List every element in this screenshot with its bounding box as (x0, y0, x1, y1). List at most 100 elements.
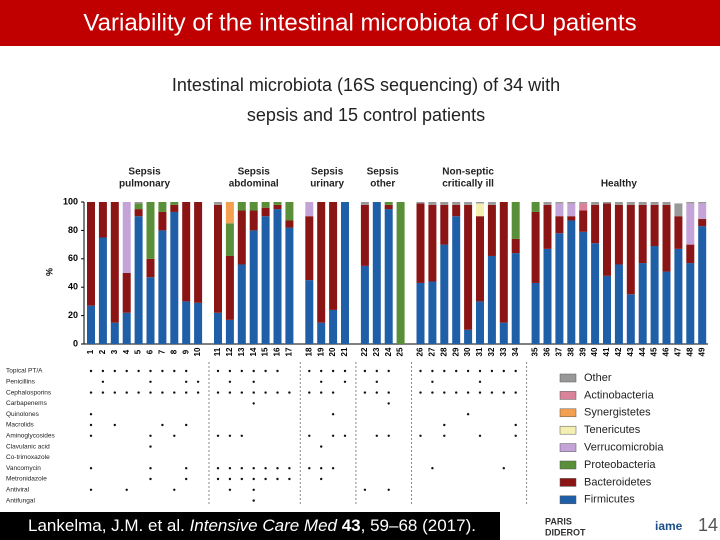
bar-segment (543, 248, 552, 344)
bar-segment (543, 204, 552, 249)
antibiotic-dot (125, 488, 128, 491)
antibiotic-dot (455, 369, 458, 373)
bar-segment (428, 204, 437, 282)
group-label: Sepsis (128, 167, 161, 178)
bar-segment (499, 322, 508, 344)
bar-segment (194, 202, 203, 303)
group-label: other (370, 179, 395, 190)
bar-segment (305, 280, 314, 344)
antibiotic-dot (363, 488, 367, 491)
bar-segment (511, 253, 520, 344)
antibiotic-dot (331, 413, 335, 416)
antibiotic-dot (228, 477, 232, 481)
antibiotic-dot (216, 434, 220, 437)
bar-segment (555, 216, 564, 234)
bar-segment (416, 203, 425, 283)
bar-segment (603, 203, 611, 276)
bar-segment (396, 202, 405, 344)
bar-segment (499, 202, 508, 323)
x-tick-label: 34 (511, 347, 520, 356)
bar-segment (360, 202, 369, 205)
bar-segment (249, 210, 258, 231)
bar-segment (662, 202, 671, 205)
bar-segment (428, 281, 437, 344)
antibiotic-dot (514, 423, 517, 427)
antibiotic-dot (343, 380, 347, 383)
antibiotic-dot (331, 434, 335, 437)
bar-segment (543, 202, 552, 205)
antibiotic-dot (308, 467, 311, 470)
x-tick-label: 44 (638, 347, 647, 356)
bar-segment (273, 209, 282, 344)
antibiotic-dot (466, 369, 470, 373)
antibiotic-dot (173, 434, 176, 437)
bar-segment (110, 202, 119, 323)
group-label: Non-septic (442, 167, 494, 178)
x-tick-label: 36 (543, 347, 552, 356)
x-tick-label: 46 (662, 347, 671, 356)
antibiotic-dot (478, 434, 482, 437)
bar-segment (134, 202, 143, 204)
antibiotic-dot (490, 369, 494, 373)
bar-segment (567, 203, 576, 217)
bar-segment (698, 219, 707, 227)
bar-segment (531, 202, 540, 212)
bar-segment (214, 202, 222, 205)
antibiotic-dot (276, 467, 279, 470)
bar-segment (214, 204, 222, 313)
bar-segment (638, 263, 647, 344)
antibiotic-dot (443, 369, 446, 373)
antibiotic-dot (240, 477, 243, 481)
bar-segment (531, 211, 540, 283)
x-tick-label: 35 (531, 347, 540, 356)
bar-segment (579, 210, 588, 232)
antibiotic-dot (185, 477, 188, 481)
x-tick-label: 11 (213, 347, 222, 356)
legend-swatch (559, 460, 577, 470)
antibiotic-dot (264, 391, 267, 394)
antibiotic-dot (419, 369, 422, 373)
bar-segment (698, 202, 707, 204)
x-tick-label: 15 (261, 347, 270, 356)
bar-segment (686, 244, 695, 264)
antibiotic-dot (101, 369, 105, 373)
legend-label: Firmicutes (584, 494, 635, 506)
bar-segment (182, 301, 191, 344)
x-tick-label: 49 (697, 347, 706, 356)
bar-segment (567, 216, 576, 221)
bar-segment (579, 231, 588, 344)
antibiotic-dot (343, 434, 347, 437)
bar-segment (555, 233, 564, 344)
logo: DIDEROT (545, 527, 586, 537)
pages: , 59–68 (2017). (361, 516, 476, 535)
x-tick-label: 22 (360, 347, 369, 356)
antibiotic-dot (137, 369, 140, 373)
x-tick-label: 7 (158, 349, 167, 354)
bar-segment (237, 210, 246, 265)
bar-segment (134, 209, 143, 217)
group-label: Sepsis (311, 167, 344, 178)
bar-segment (273, 202, 282, 205)
antibiotic-dot (252, 380, 255, 383)
legend-swatch (559, 391, 577, 400)
antibiotic-dot (173, 369, 176, 373)
antibiotic-dot (387, 488, 390, 491)
antibiotic-dot (161, 369, 164, 373)
bar-segment (603, 202, 611, 204)
antibiotic-dot (387, 402, 390, 405)
bar-segment (487, 255, 496, 344)
bar-segment (614, 204, 623, 265)
antibiotic-dot (419, 391, 422, 394)
antibiotic-dot (276, 369, 279, 373)
bar-segment (158, 211, 167, 231)
bar-segment (225, 202, 234, 224)
x-tick-label: 8 (169, 349, 178, 354)
bar-segment (464, 204, 473, 330)
bar-segment (650, 246, 659, 344)
antibiotic-dot (173, 488, 176, 491)
bar-segment (237, 202, 246, 211)
bar-segment (170, 202, 179, 205)
group-label: pulmonary (119, 179, 171, 190)
antibiotic-dot (125, 391, 128, 394)
antibiotic-dot (478, 369, 482, 373)
